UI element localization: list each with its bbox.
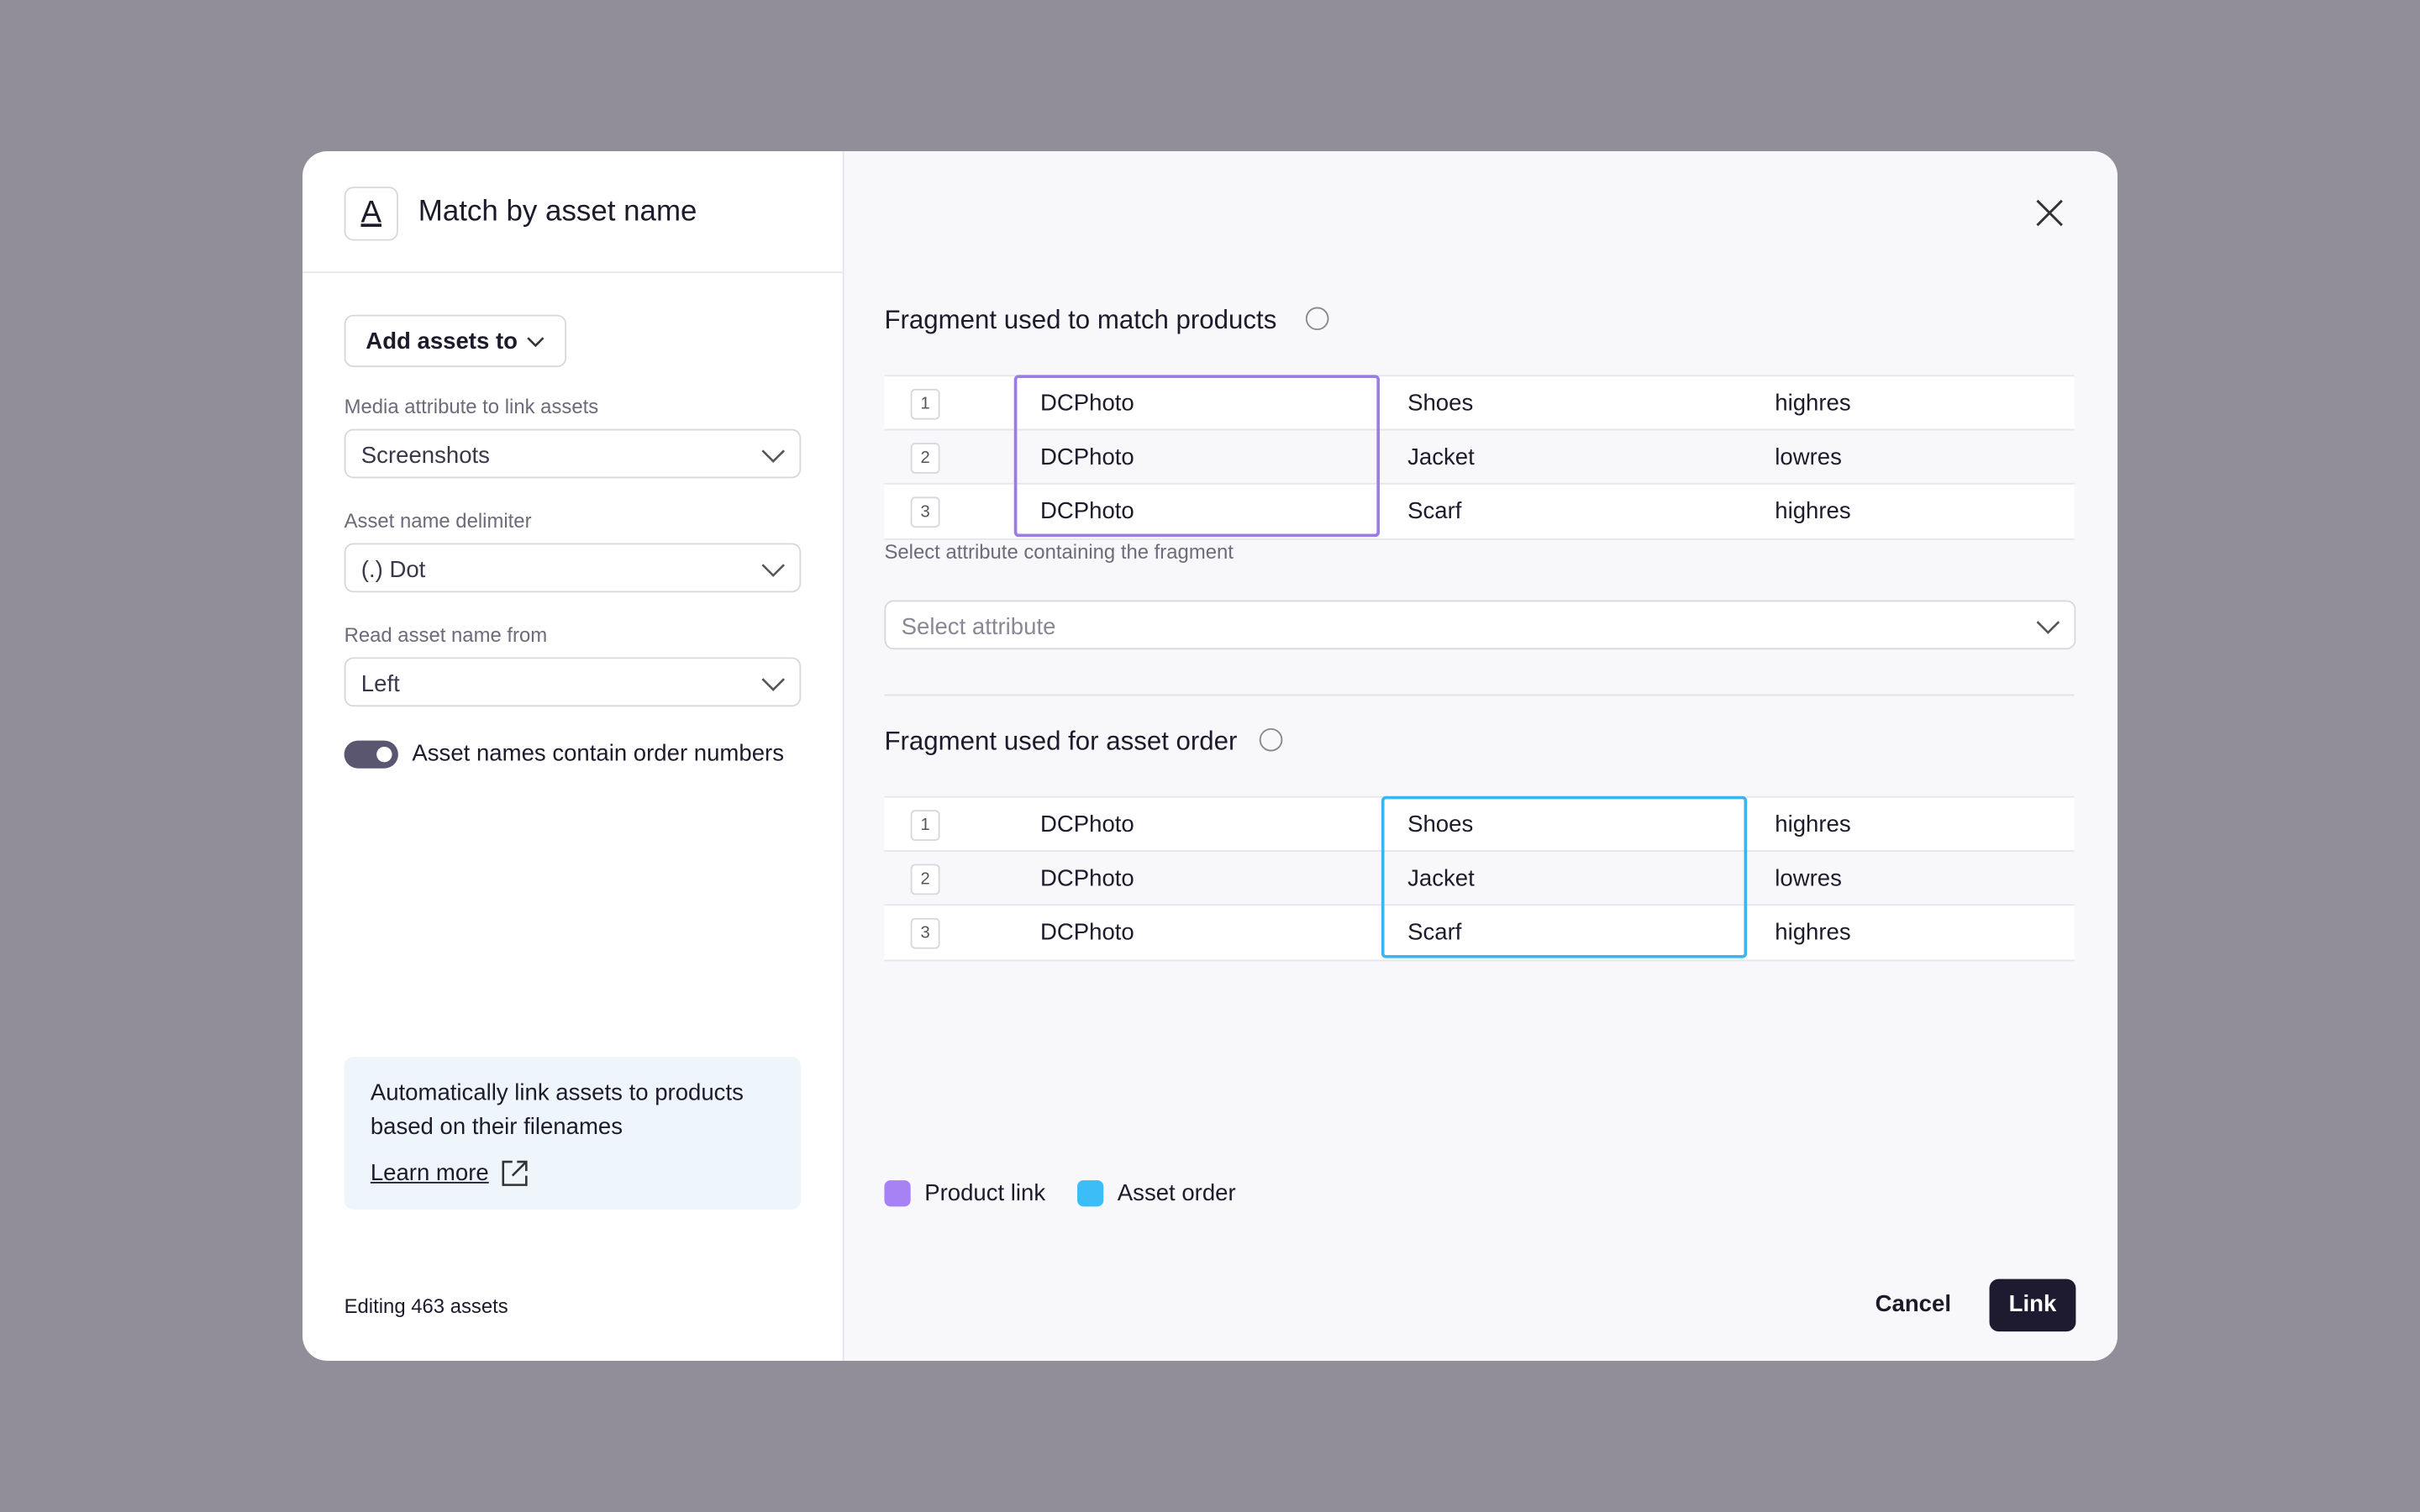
cell: DCPhoto: [1039, 865, 1134, 892]
highlight: [1013, 375, 1381, 538]
divider: [302, 271, 843, 274]
learn-more-link[interactable]: Learn more: [370, 1160, 489, 1187]
field-label: Media attribute to link assets: [344, 395, 599, 418]
row-number: 2: [910, 864, 940, 895]
legend-swatch: [884, 1180, 911, 1207]
right-panel: Fragment used to match products 1 DCPhoto S…: [842, 151, 2118, 1362]
legend-swatch: [1077, 1180, 1104, 1207]
select-value: (.) Dot: [360, 557, 426, 584]
select-label: Select attribute containing the fragment: [884, 539, 1234, 564]
table-row: 2 DCPhoto Jacket lowres: [884, 850, 2075, 906]
select[interactable]: Left: [344, 657, 802, 707]
cell: DCPhoto: [1039, 444, 1134, 471]
toggle-label: Asset names contain order numbers: [412, 740, 784, 767]
row-number: 1: [910, 810, 940, 842]
modal: A Match by asset name Add assets to Medi…: [302, 151, 2118, 1362]
field-label: Read asset name from: [344, 623, 548, 647]
chevron: [2034, 614, 2062, 647]
table: 1 DCPhoto Shoes highres 2 DCPhoto Jacket lowres…: [884, 375, 2075, 540]
cell: Scarf: [1407, 498, 1462, 525]
table-row: 1 DCPhoto Shoes highres: [884, 795, 2075, 852]
table-row: 2 DCPhoto Jacket lowres: [884, 428, 2075, 485]
add-assets-button[interactable]: Add assets to: [344, 314, 567, 368]
chevron: [760, 557, 787, 590]
link-button[interactable]: Link: [1989, 1278, 2076, 1332]
cell: lowres: [1775, 865, 1842, 892]
select[interactable]: Screenshots: [344, 428, 802, 479]
toggle-knob: [376, 746, 392, 763]
cell: Scarf: [1407, 919, 1462, 946]
cell: highres: [1775, 811, 1851, 838]
button-label: Add assets to: [366, 328, 518, 355]
chevron: [527, 337, 544, 348]
chevron: [760, 671, 787, 704]
cell: DCPhoto: [1039, 811, 1134, 838]
footer-text: Editing 463 assets: [344, 1294, 508, 1318]
info-box: Automatically link assets to products ba…: [344, 1057, 802, 1210]
highlight: [1381, 795, 1748, 958]
table-row: 3 DCPhoto Scarf highres: [884, 482, 2075, 539]
cell: Jacket: [1407, 865, 1475, 892]
info-text: Automatically link assets to products: [370, 1079, 744, 1106]
row-number: 2: [910, 443, 940, 474]
row-number: 1: [910, 388, 940, 420]
divider: [884, 694, 2075, 696]
help-icon: [1305, 307, 1329, 331]
row-number: 3: [910, 496, 940, 528]
legend-label: Product link: [924, 1180, 1046, 1207]
info-text: based on their filenames: [370, 1114, 623, 1141]
table-row: 3 DCPhoto Scarf highres: [884, 904, 2075, 960]
row-number: 3: [910, 917, 940, 949]
cell: lowres: [1775, 444, 1842, 471]
close-button[interactable]: [2036, 199, 2064, 227]
table: 1 DCPhoto Shoes highres 2 DCPhoto Jacket lowres…: [884, 795, 2075, 962]
select-value: Screenshots: [360, 443, 490, 470]
cell: Shoes: [1407, 811, 1474, 838]
section-title: Fragment used for asset order: [884, 727, 1238, 757]
chevron: [760, 443, 787, 475]
toggle[interactable]: [344, 740, 398, 769]
cell: Jacket: [1407, 444, 1475, 471]
cell: DCPhoto: [1039, 498, 1134, 525]
cell: DCPhoto: [1039, 390, 1134, 417]
select-placeholder: Select attribute: [901, 614, 1056, 641]
field-label: Asset name delimiter: [344, 509, 532, 533]
select-value: Left: [360, 670, 400, 698]
section-title: Fragment used to match products: [884, 305, 1277, 335]
cancel-button[interactable]: Cancel: [1875, 1291, 1952, 1318]
cell: Shoes: [1407, 390, 1474, 417]
cell: DCPhoto: [1039, 919, 1134, 946]
cell: highres: [1775, 498, 1851, 525]
select[interactable]: Select attribute: [884, 600, 2076, 650]
header-icon: A: [344, 186, 398, 241]
cell: highres: [1775, 390, 1851, 417]
table-row: 1 DCPhoto Shoes highres: [884, 375, 2075, 431]
modal-title: Match by asset name: [418, 196, 697, 228]
legend-label: Asset order: [1117, 1180, 1236, 1207]
help-icon: [1259, 727, 1283, 752]
select[interactable]: (.) Dot: [344, 543, 802, 593]
external-icon: [502, 1160, 528, 1186]
cell: highres: [1775, 919, 1851, 946]
